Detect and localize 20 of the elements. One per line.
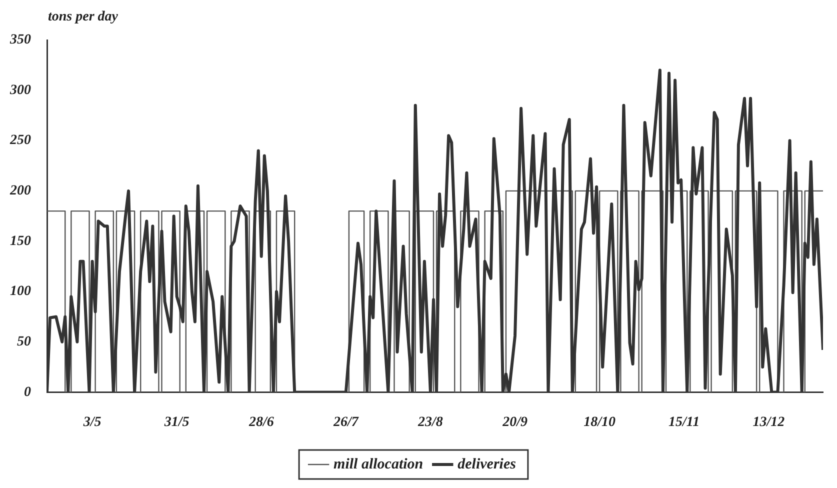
- x-tick-label: 26/7: [332, 415, 360, 430]
- y-tick-label: 250: [9, 133, 31, 148]
- x-tick-label: 28/6: [248, 415, 274, 430]
- x-tick-label: 20/9: [502, 415, 528, 430]
- x-tick-label: 3/5: [82, 415, 102, 430]
- x-tick-label: 18/10: [584, 415, 616, 430]
- x-tick-label: 23/8: [417, 415, 443, 430]
- y-axis-title: tons per day: [48, 10, 119, 25]
- legend-label: deliveries: [458, 456, 516, 472]
- x-tick-label: 13/12: [752, 415, 785, 430]
- y-tick-label: 200: [9, 184, 31, 199]
- y-tick-label: 300: [9, 82, 31, 98]
- y-tick-label: 50: [17, 334, 31, 350]
- y-tick-label: 0: [24, 384, 31, 400]
- y-tick-label: 100: [10, 284, 31, 300]
- x-tick-label: 15/11: [668, 415, 700, 430]
- legend-label: mill allocation: [334, 456, 424, 472]
- y-tick-label: 150: [10, 234, 31, 249]
- y-tick-label: 350: [9, 32, 31, 48]
- x-tick-label: 31/5: [163, 415, 190, 430]
